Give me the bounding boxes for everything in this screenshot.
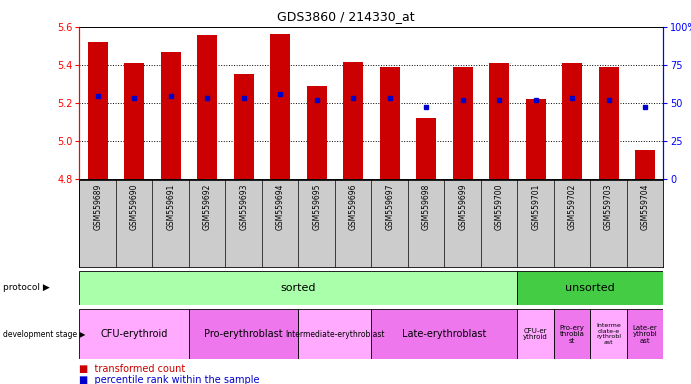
Bar [79,309,189,359]
Bar [161,51,181,179]
Text: GSM559691: GSM559691 [167,184,176,230]
Bar [554,309,590,359]
Text: GSM559695: GSM559695 [312,184,321,230]
Text: GDS3860 / 214330_at: GDS3860 / 214330_at [276,10,415,23]
Text: GSM559697: GSM559697 [385,184,394,230]
Bar [518,271,663,305]
Bar [379,67,399,179]
Bar [189,309,299,359]
Text: development stage ▶: development stage ▶ [3,329,86,339]
Text: sorted: sorted [281,283,316,293]
Text: GSM559700: GSM559700 [495,184,504,230]
Bar [526,99,546,179]
Bar [197,35,217,179]
Bar [598,67,618,179]
Bar [270,33,290,179]
Text: Late-erythroblast: Late-erythroblast [402,329,486,339]
Bar [307,86,327,179]
Bar [590,309,627,359]
Text: ■  transformed count: ■ transformed count [79,364,186,374]
Bar [627,309,663,359]
Bar [453,67,473,179]
Bar [518,309,554,359]
Bar [88,42,108,179]
Text: unsorted: unsorted [565,283,615,293]
Text: GSM559693: GSM559693 [239,184,248,230]
Text: GSM559692: GSM559692 [202,184,211,230]
Text: Pro-ery
throbla
st: Pro-ery throbla st [560,324,585,344]
Text: GSM559702: GSM559702 [567,184,576,230]
Bar [124,63,144,179]
Text: GSM559690: GSM559690 [130,184,139,230]
Text: Intermediate-erythroblast: Intermediate-erythroblast [285,329,385,339]
Text: CFU-er
ythroid: CFU-er ythroid [523,328,548,340]
Bar [343,62,363,179]
Text: GSM559696: GSM559696 [349,184,358,230]
Bar [234,74,254,179]
Bar [562,63,582,179]
Bar [372,309,518,359]
Text: Pro-erythroblast: Pro-erythroblast [205,329,283,339]
Text: GSM559694: GSM559694 [276,184,285,230]
Bar [635,150,655,179]
Text: Interme
diate-e
rythrobl
ast: Interme diate-e rythrobl ast [596,323,621,345]
Bar [299,309,371,359]
Text: Late-er
ythrobl
ast: Late-er ythrobl ast [633,324,658,344]
Text: protocol ▶: protocol ▶ [3,283,50,293]
Text: GSM559704: GSM559704 [641,184,650,230]
Text: GSM559703: GSM559703 [604,184,613,230]
Bar [416,118,436,179]
Text: GSM559701: GSM559701 [531,184,540,230]
Text: GSM559698: GSM559698 [422,184,430,230]
Bar [79,271,518,305]
Text: GSM559689: GSM559689 [93,184,102,230]
Bar [489,63,509,179]
Text: ■  percentile rank within the sample: ■ percentile rank within the sample [79,375,260,384]
Text: CFU-erythroid: CFU-erythroid [100,329,168,339]
Text: GSM559699: GSM559699 [458,184,467,230]
